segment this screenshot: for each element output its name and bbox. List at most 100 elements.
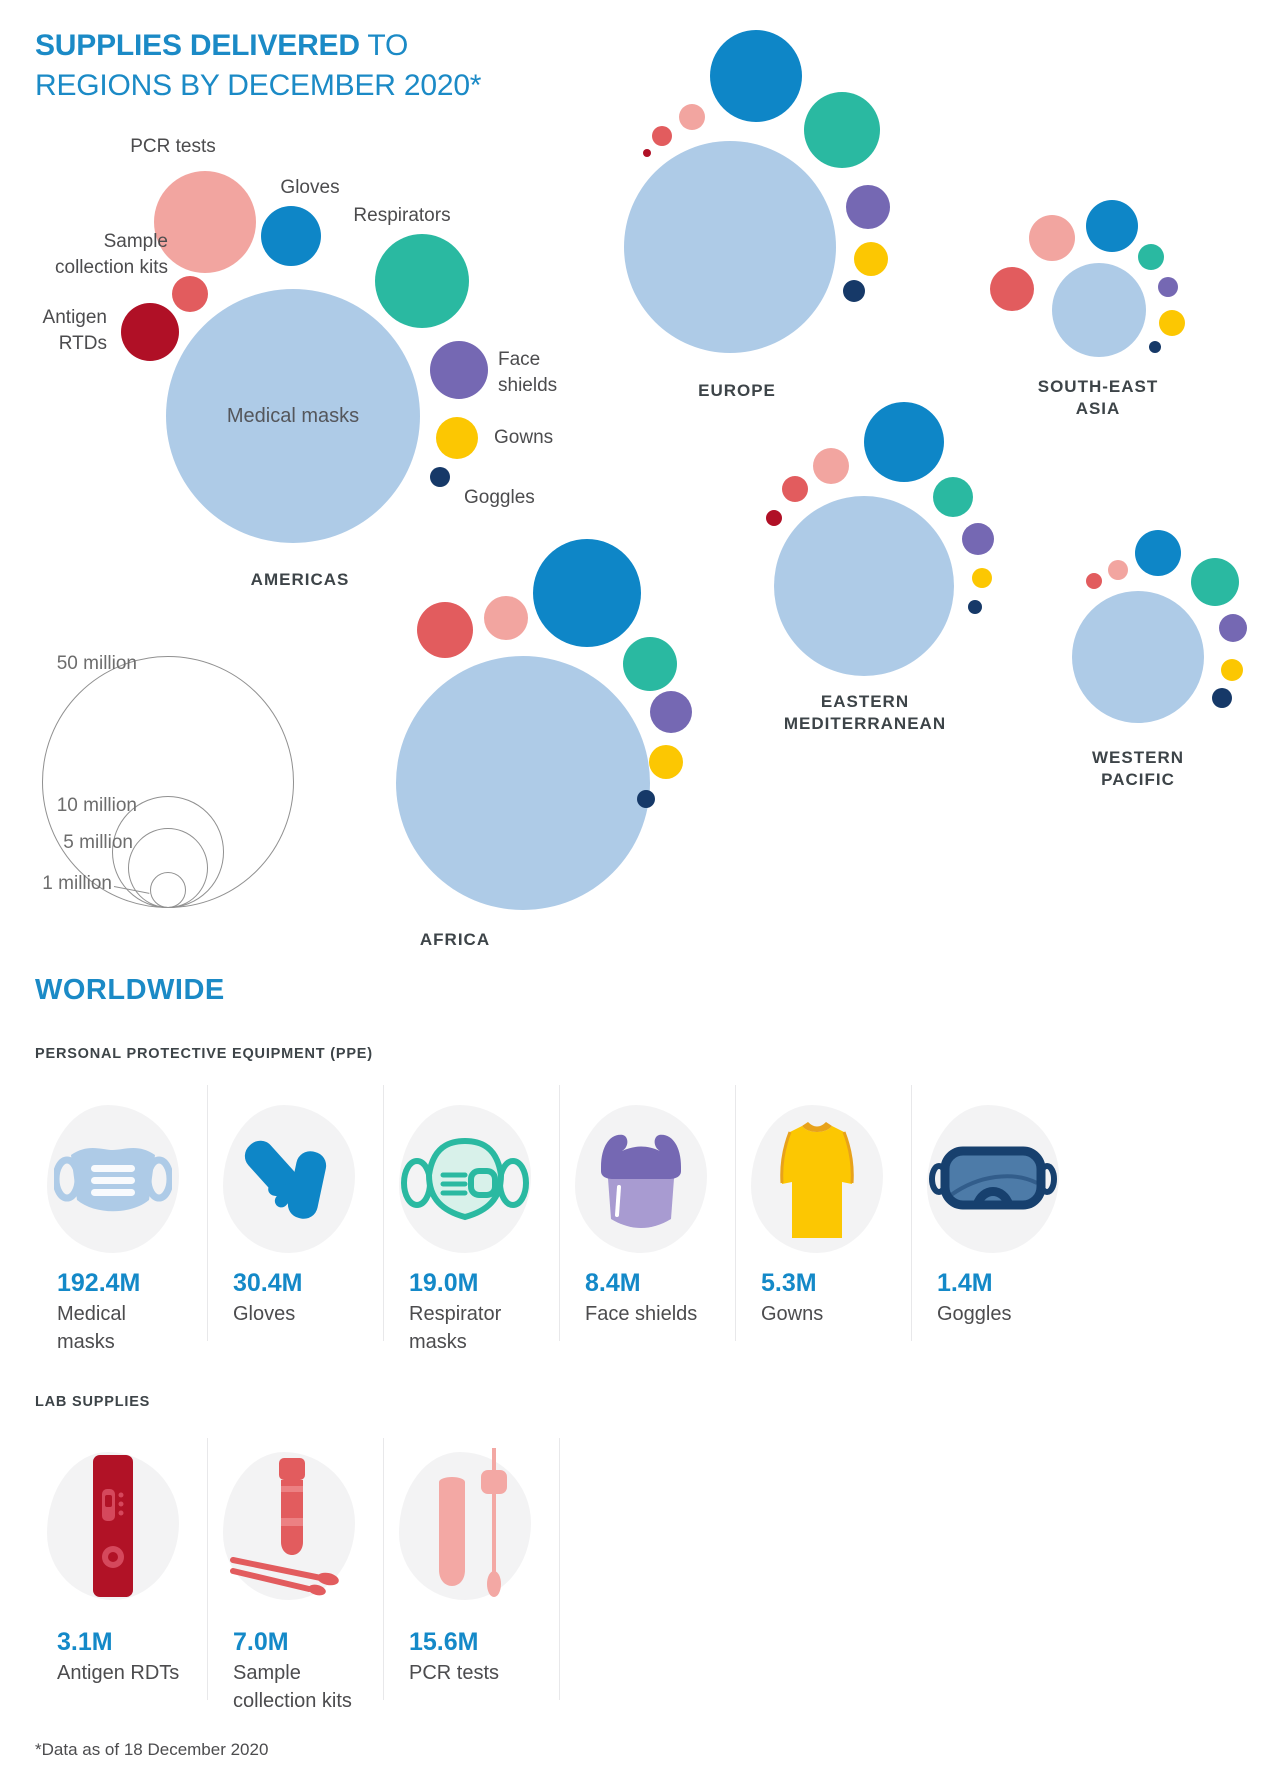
- bubble-category-label-goggles: Goggles: [464, 487, 535, 508]
- bubble-europe-respirators: [804, 92, 880, 168]
- bubble-africa-sample_collection_kits: [417, 602, 473, 658]
- stat-label: Face shields: [585, 1303, 698, 1325]
- column-divider: [383, 1085, 384, 1341]
- region-label-europe: EUROPE: [698, 381, 776, 400]
- sample-collection-kit-icon: [230, 1458, 339, 1596]
- bubble-south-east-asia-medical_masks: [1052, 263, 1146, 357]
- bubble-south-east-asia-pcr_tests: [1029, 215, 1075, 261]
- bubble-south-east-asia-gowns: [1159, 310, 1185, 336]
- size-legend-circle-1m: [150, 872, 186, 908]
- ppe-item-medical-masks: 192.4M Medical masks: [35, 1085, 211, 1356]
- page-title-strong: SUPPLIES DELIVERED: [35, 29, 360, 62]
- column-divider: [207, 1438, 208, 1700]
- column-divider: [735, 1085, 736, 1341]
- bubble-americas-goggles: [430, 467, 450, 487]
- lab-item-pcr-tests: 15.6M PCR tests: [387, 1432, 563, 1687]
- bubble-europe-face_shields: [846, 185, 890, 229]
- worldwide-heading: WORLDWIDE: [35, 974, 225, 1006]
- stat-label: Goggles: [937, 1303, 1012, 1325]
- icon-blob: [223, 1452, 355, 1600]
- ppe-item-respirator-masks: 19.0M Respirator masks: [387, 1085, 563, 1356]
- bubble-western-pacific-gloves: [1135, 530, 1181, 576]
- bubble-western-pacific-medical_masks: [1072, 591, 1204, 723]
- size-legend-label-10m: 10 million: [56, 795, 137, 816]
- stat-label: PCR tests: [409, 1662, 500, 1684]
- bubble-eastern-mediterranean-sample_collection_kits: [782, 476, 808, 502]
- icon-blob: [751, 1105, 883, 1253]
- icon-blob: [47, 1105, 179, 1253]
- stat-value: 5.3M: [761, 1269, 817, 1297]
- icon-blob: [47, 1452, 179, 1600]
- icon-blob: [223, 1105, 355, 1253]
- stat-value: 30.4M: [233, 1269, 303, 1297]
- pcr-test-icon: [439, 1448, 507, 1597]
- stat-value: 1.4M: [937, 1269, 993, 1297]
- stat-value: 8.4M: [585, 1269, 641, 1297]
- bubble-western-pacific-respirators: [1191, 558, 1239, 606]
- stat-label: Gloves: [233, 1303, 296, 1325]
- column-divider: [911, 1085, 912, 1341]
- bubble-europe-pcr_tests: [679, 104, 705, 130]
- bubble-europe-goggles: [843, 280, 865, 302]
- icon-blob: [575, 1105, 707, 1253]
- bubble-europe-sample_collection_kits: [652, 126, 672, 146]
- page-title: SUPPLIES DELIVERED TO REGIONS BY DECEMBE…: [35, 26, 481, 106]
- lab-item-sample-collection-kits: 7.0M Sample collection kits: [211, 1432, 387, 1715]
- respirator-mask-icon: [401, 1137, 529, 1221]
- medical-mask-icon: [54, 1147, 172, 1212]
- stat-value: 7.0M: [233, 1628, 289, 1656]
- stat-value: 3.1M: [57, 1628, 113, 1656]
- bubble-category-label-sample_collection_kits: Sample collection kits: [55, 231, 168, 278]
- bubble-western-pacific-pcr_tests: [1108, 560, 1128, 580]
- bubble-category-label-gloves: Gloves: [280, 177, 340, 198]
- bubble-europe-gowns: [854, 242, 888, 276]
- bubble-western-pacific-gowns: [1221, 659, 1243, 681]
- bubble-inner-label: Medical masks: [226, 404, 360, 427]
- bubble-eastern-mediterranean-antigen_rtds: [766, 510, 782, 526]
- bubble-africa-medical_masks: [396, 656, 650, 910]
- region-label-africa: AFRICA: [419, 930, 491, 949]
- bubble-category-label-gowns: Gowns: [494, 427, 554, 448]
- lab-item-antigen-rdts: 3.1M Antigen RDTs: [35, 1432, 211, 1687]
- icon-blob: [399, 1448, 531, 1600]
- region-label-americas: AMERICAS: [250, 570, 350, 589]
- bubble-western-pacific-sample_collection_kits: [1086, 573, 1102, 589]
- bubble-europe-antigen_rtds: [643, 149, 651, 157]
- icon-blob: [399, 1105, 531, 1253]
- bubble-americas-gowns: [436, 417, 478, 459]
- bubble-africa-face_shields: [650, 691, 692, 733]
- bubble-americas-respirators: [375, 234, 469, 328]
- bubble-europe-medical_masks: [624, 141, 836, 353]
- stat-label: Gowns: [761, 1303, 824, 1325]
- bubble-south-east-asia-respirators: [1138, 244, 1164, 270]
- stat-label: Sample collection kits: [233, 1662, 352, 1712]
- bubble-africa-gowns: [649, 745, 683, 779]
- stat-value: 15.6M: [409, 1628, 479, 1656]
- bubble-western-pacific-face_shields: [1219, 614, 1247, 642]
- stat-label: Medical masks: [57, 1303, 126, 1353]
- ppe-item-gloves: 30.4M Gloves: [211, 1085, 387, 1328]
- bubble-americas-gloves: [261, 206, 321, 266]
- bubble-south-east-asia-sample_collection_kits: [990, 267, 1034, 311]
- region-label-western-pacific: WESTERN PACIFIC: [1092, 748, 1184, 789]
- column-divider: [207, 1085, 208, 1341]
- bubble-eastern-mediterranean-medical_masks: [774, 496, 954, 676]
- bubble-category-label-respirators: Respirators: [353, 205, 451, 226]
- bubble-western-pacific-goggles: [1212, 688, 1232, 708]
- bubble-category-label-face_shields: Face shields: [498, 349, 558, 396]
- bubble-south-east-asia-goggles: [1149, 341, 1161, 353]
- bubble-eastern-mediterranean-respirators: [933, 477, 973, 517]
- lab-heading: LAB SUPPLIES: [35, 1394, 151, 1410]
- size-legend-label-5m: 5 million: [63, 832, 133, 853]
- bubble-category-label-antigen_rtds: Antigen RTDs: [42, 307, 107, 354]
- size-legend-label-1m: 1 million: [42, 873, 112, 894]
- size-legend-label-50m: 50 million: [56, 653, 137, 674]
- region-label-south-east-asia: SOUTH-EAST ASIA: [1037, 377, 1159, 418]
- bubble-eastern-mediterranean-gloves: [864, 402, 944, 482]
- ppe-heading: PERSONAL PROTECTIVE EQUIPMENT (PPE): [35, 1046, 373, 1062]
- page-title-rest: TO REGIONS BY DECEMBER 2020*: [35, 29, 482, 102]
- gloves-icon: [244, 1140, 327, 1219]
- gown-icon: [780, 1122, 854, 1238]
